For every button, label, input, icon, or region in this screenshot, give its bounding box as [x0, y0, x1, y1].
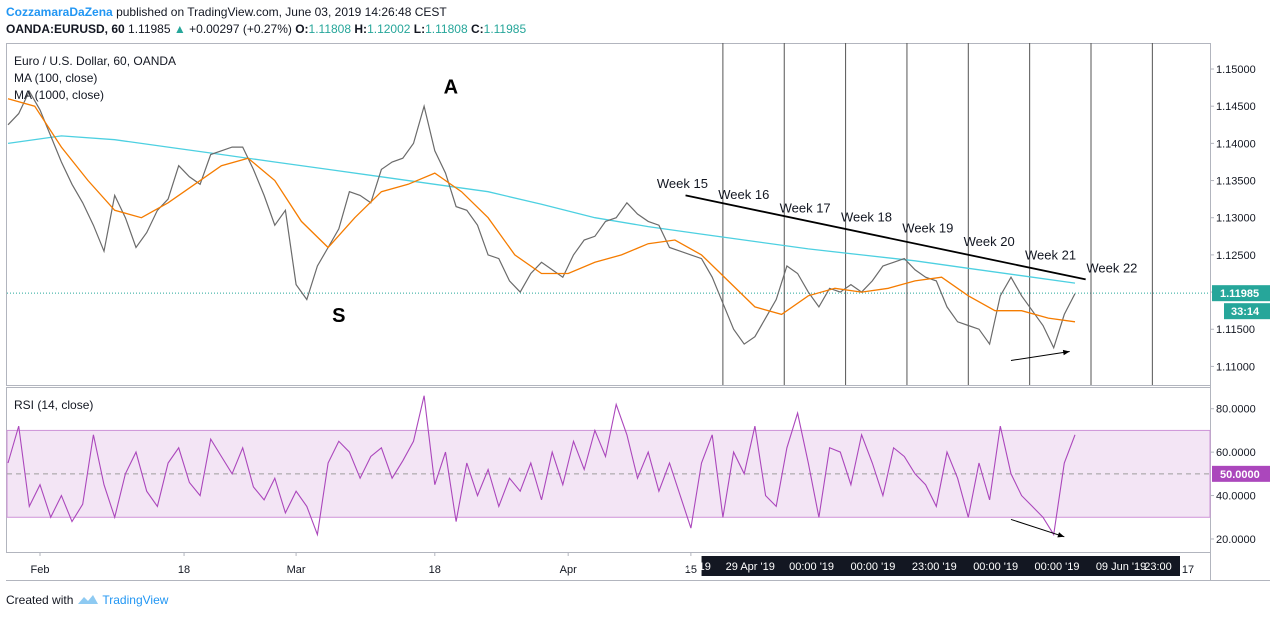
price-axis: 1.15000 1.14500 1.14000 1.13500 1.13000 1.125… — [1210, 64, 1256, 373]
low-value: 1.11808 — [425, 22, 468, 36]
price-tick-label: 1.14000 — [1216, 138, 1256, 150]
price-tick-label: 1.13000 — [1216, 213, 1256, 225]
price-tick-label: 1.11000 — [1216, 361, 1255, 373]
ma-100-line — [7, 98, 1076, 323]
time-tick-label: 15 — [685, 564, 697, 576]
week-label: Week 20 — [964, 234, 1015, 249]
time-tick-label: Mar — [287, 564, 306, 576]
countdown-badge — [1224, 303, 1270, 320]
time-tick-label-dark: 00:00 '19 — [789, 561, 834, 573]
rsi-current-badge — [1212, 465, 1270, 482]
rsi-axis: 80.0000 60.0000 40.0000 20.0000 — [1210, 404, 1256, 546]
time-tick-label: 18 — [178, 564, 190, 576]
week-label: Week 21 — [1025, 247, 1076, 262]
legend-ma-100: MA (100, close) — [14, 71, 97, 85]
legend-ma-1000: MA (1000, close) — [14, 88, 104, 102]
price-tick-label: 1.13500 — [1216, 176, 1256, 188]
price-tick-label: 1.12500 — [1216, 250, 1256, 262]
price-divergence-arrow — [1010, 349, 1070, 361]
rsi-line — [7, 395, 1076, 537]
time-tick-label: 17 — [1182, 564, 1194, 576]
week-label: Week 15 — [657, 176, 708, 191]
high-label: H: — [354, 22, 368, 36]
high-value: 1.12002 — [367, 22, 411, 36]
tradingview-link[interactable]: TradingView — [102, 593, 169, 607]
price-tick-label: 1.11500 — [1216, 324, 1255, 336]
rsi-current-label: 50.0000 — [1220, 469, 1260, 481]
time-tick-label-dark: 21 Apr '19 — [662, 561, 711, 573]
price-change: +0.00297 (+0.27%) — [189, 22, 292, 36]
time-tick-label: Feb — [31, 564, 50, 576]
current-price-label: 1.11985 — [1220, 288, 1259, 300]
close-label: C: — [470, 22, 484, 36]
open-label: O: — [295, 22, 309, 36]
price-tick-label: 1.14500 — [1216, 101, 1256, 113]
ma-1000-line — [7, 135, 1076, 284]
current-price-badge — [1212, 285, 1270, 302]
legend-rsi: RSI (14, close) — [14, 398, 93, 412]
time-tick-label-dark: 23:00 — [1144, 561, 1172, 573]
arrow-head — [1062, 349, 1070, 356]
tradingview-logo-icon — [78, 595, 99, 604]
week-label: Week 16 — [718, 187, 769, 202]
time-axis-highlight — [701, 556, 1180, 576]
time-tick-label-dark: 09 Jun '19 — [1096, 561, 1146, 573]
time-tick-label: Apr — [560, 564, 577, 576]
week-label: Week 18 — [841, 209, 892, 224]
publish-line: CozzamaraDaZena published on TradingView… — [6, 5, 447, 19]
time-tick-label-dark: 00:00 '19 — [1035, 561, 1080, 573]
price-line — [7, 90, 1076, 350]
time-tick-label-dark: 23:00 '19 — [912, 561, 957, 573]
trendline[interactable] — [685, 194, 1086, 281]
created-with-text: Created with — [6, 593, 74, 607]
rsi-tick-label: 80.0000 — [1216, 404, 1256, 416]
arrow-shaft — [1010, 351, 1070, 361]
up-arrow-icon: ▲ — [173, 22, 186, 36]
last-price: 1.11985 — [128, 22, 171, 36]
rsi-tick-label: 60.0000 — [1216, 447, 1256, 459]
week-label: Week 17 — [780, 201, 831, 216]
chart-title: Euro / U.S. Dollar, 60, OANDA — [14, 54, 176, 68]
rsi-tick-label: 20.0000 — [1216, 534, 1256, 546]
time-tick-label: 18 — [429, 564, 441, 576]
time-tick-label-dark: 00:00 '19 — [850, 561, 895, 573]
open-value: 1.11808 — [308, 22, 352, 36]
close-value: 1.11985 — [483, 22, 527, 36]
arrow-shaft — [1010, 518, 1065, 538]
rsi-tick-label: 40.0000 — [1216, 491, 1256, 503]
arrow-head — [1057, 532, 1065, 538]
published-text: published on TradingView.com, June 03, 2… — [116, 5, 447, 19]
low-label: L: — [413, 22, 426, 36]
footer: Created with TradingView — [6, 593, 168, 607]
week-label: Week 19 — [902, 221, 953, 236]
time-tick-label-dark: 29 Apr '19 — [726, 561, 775, 573]
time-tick-label-dark: 00:00 '19 — [973, 561, 1018, 573]
annotation-a: A — [444, 77, 458, 99]
author-link[interactable]: CozzamaraDaZena — [6, 5, 113, 19]
symbol-name: OANDA:EURUSD, 60 — [6, 22, 125, 36]
rsi-divergence-arrow — [1010, 518, 1065, 538]
countdown-label: 33:14 — [1231, 306, 1260, 318]
price-tick-label: 1.15000 — [1216, 64, 1256, 76]
symbol-line: OANDA:EURUSD, 60 1.11985 ▲ +0.00297 (+0.… — [6, 22, 526, 36]
week-label: Week 22 — [1086, 261, 1137, 276]
annotation-s: S — [332, 305, 345, 327]
